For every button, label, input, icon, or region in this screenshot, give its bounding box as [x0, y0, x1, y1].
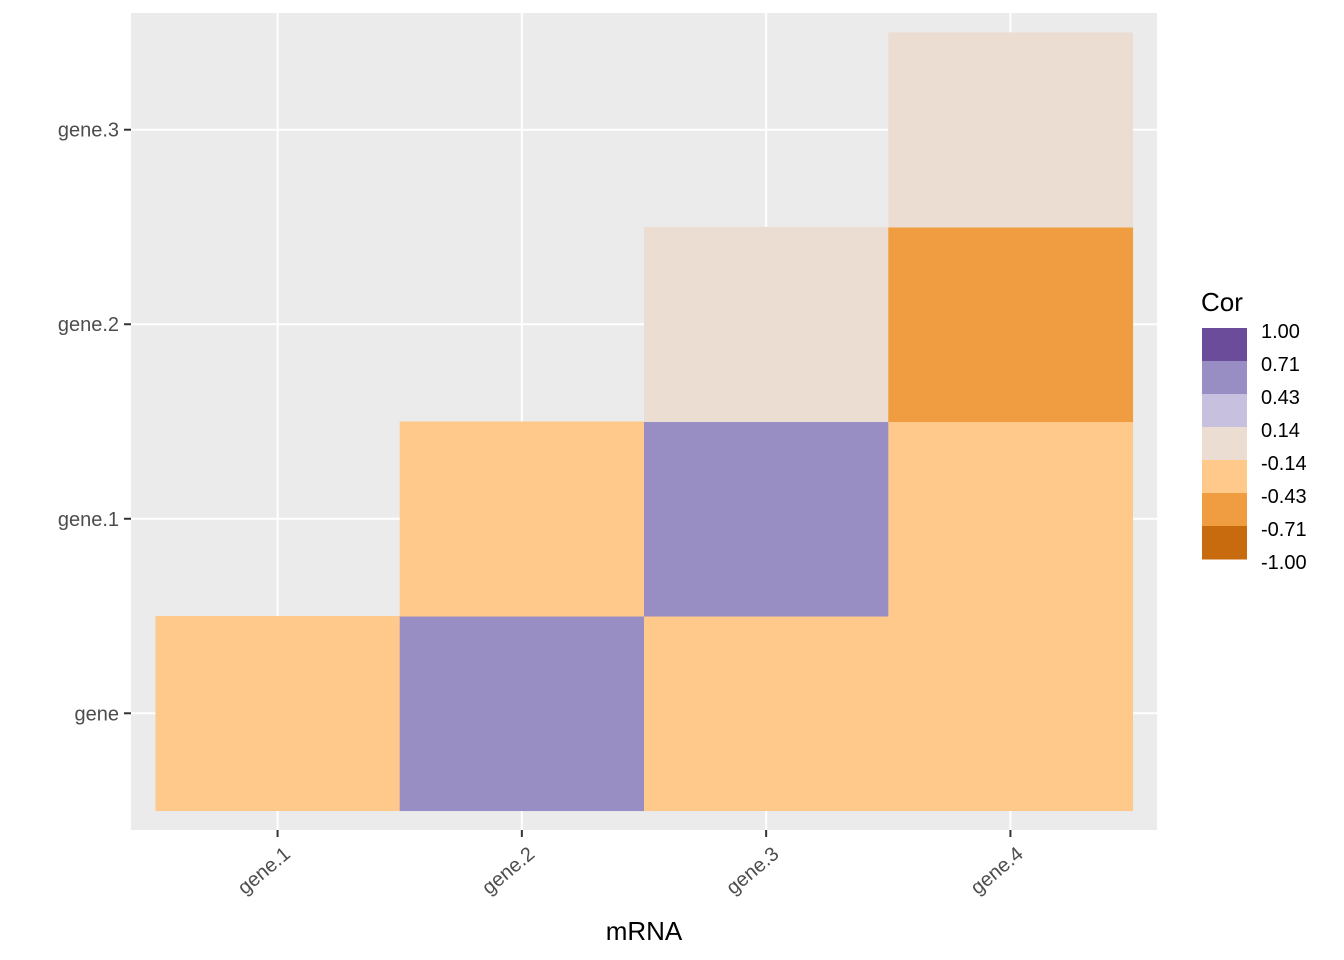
legend-title: Cor [1201, 287, 1243, 317]
legend-label: -0.14 [1261, 453, 1307, 475]
legend-label: -1.00 [1261, 552, 1307, 574]
heatmap-cell [155, 616, 401, 812]
legend-key [1202, 361, 1247, 395]
legend-key [1202, 526, 1247, 560]
legend-labels: 1.00 0.71 0.43 0.14 -0.14 -0.43 -0.71 -1.00 [1261, 321, 1307, 574]
legend-label: 0.14 [1261, 420, 1300, 442]
legend-key [1202, 460, 1247, 494]
heatmap-cell [644, 421, 889, 617]
x-axis: gene.1 gene.2 gene.3 gene.4 [234, 830, 1028, 899]
legend: Cor 1.00 0.71 0.43 0.14 -0.14 -0.43 -0.71 -1.00 [1201, 287, 1307, 574]
legend-label: 1.00 [1261, 321, 1300, 343]
y-tick-label: gene.3 [58, 120, 119, 142]
legend-label: -0.43 [1261, 486, 1307, 508]
y-axis: gene gene.1 gene.2 gene.3 [58, 120, 131, 725]
heatmap-cell [644, 226, 889, 422]
y-tick-label: gene [75, 703, 120, 725]
x-tick-label: gene.2 [478, 843, 539, 899]
legend-key [1202, 394, 1247, 428]
legend-key [1202, 427, 1247, 461]
y-tick-label: gene.1 [58, 509, 119, 531]
heatmap-cell [888, 616, 1134, 812]
heatmap-cell [399, 421, 645, 617]
legend-label: 0.43 [1261, 387, 1300, 409]
x-tick-label: gene.1 [234, 843, 295, 899]
legend-key [1202, 493, 1247, 527]
x-tick-label: gene.3 [722, 843, 783, 899]
heatmap-cell [888, 226, 1134, 422]
x-tick-label: gene.4 [967, 843, 1028, 899]
legend-key [1202, 328, 1247, 362]
heatmap-cell [644, 616, 889, 812]
legend-keys [1202, 328, 1247, 560]
legend-label: 0.71 [1261, 354, 1300, 376]
y-tick-label: gene.2 [58, 314, 119, 336]
heatmap-cell [888, 421, 1134, 617]
heatmap-cell [888, 32, 1134, 228]
heatmap-cell [399, 616, 645, 812]
x-axis-title: mRNA [606, 916, 683, 946]
heatmap-cells [155, 32, 1134, 812]
legend-label: -0.71 [1261, 519, 1307, 541]
